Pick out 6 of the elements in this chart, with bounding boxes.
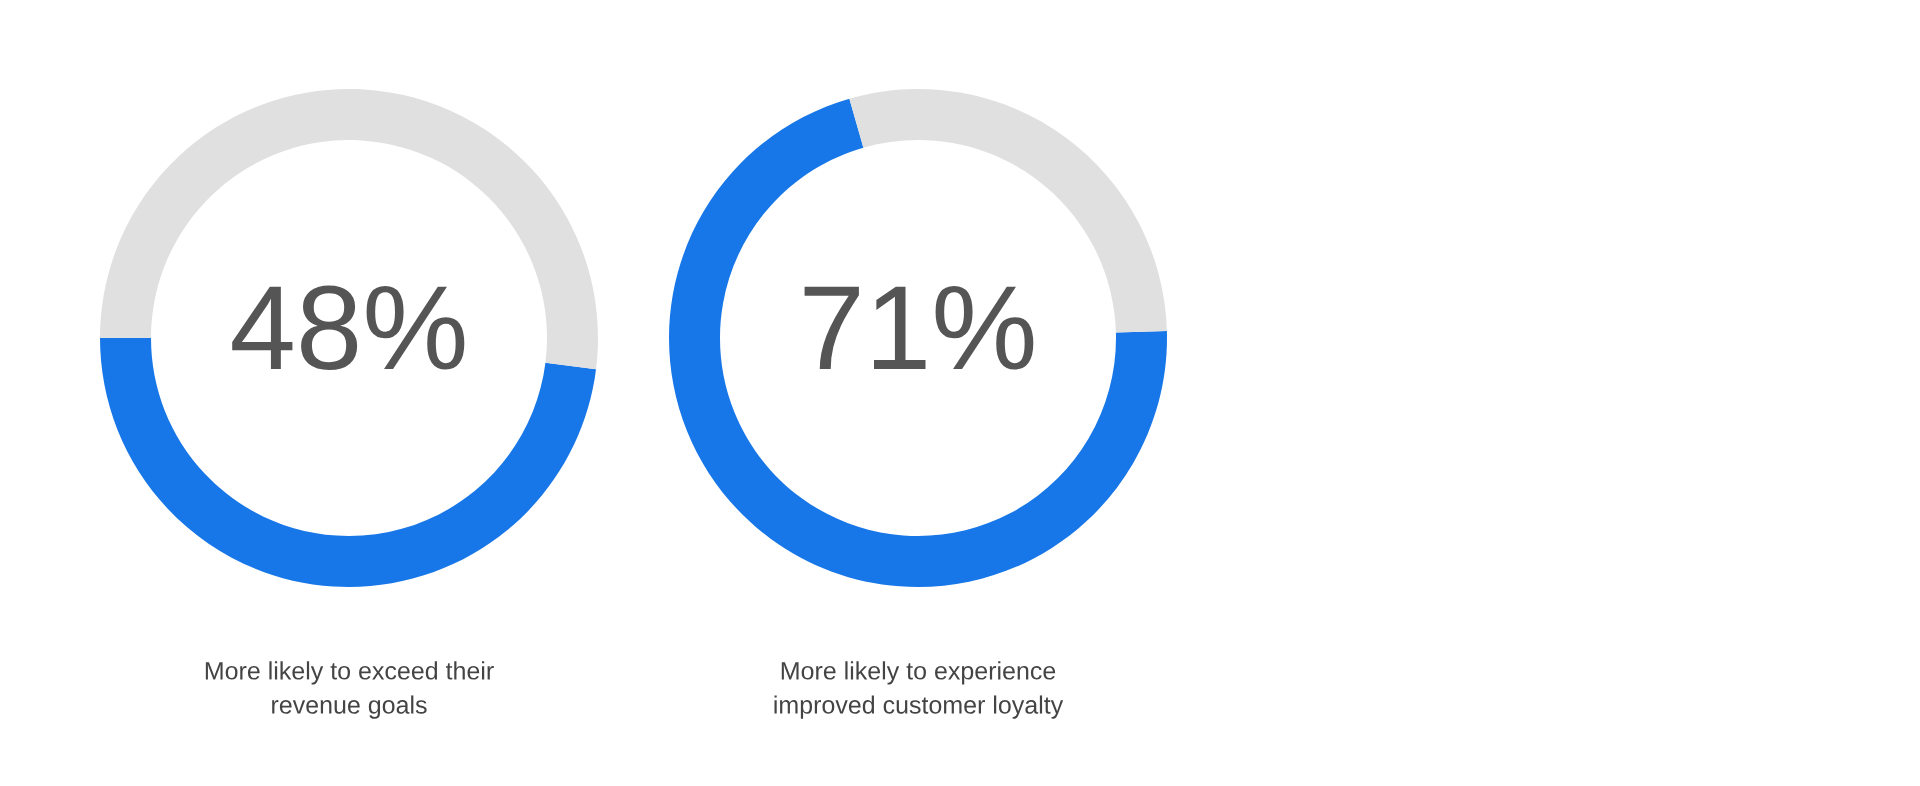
text: 71% <box>804 286 1034 370</box>
donut-slice <box>100 89 598 370</box>
donut-slice <box>669 98 1167 587</box>
text: 48% <box>232 285 465 371</box>
text: More likely to experience improved customer loyalty <box>774 661 1064 719</box>
text: More likely to exceed their revenue goals <box>205 661 494 719</box>
